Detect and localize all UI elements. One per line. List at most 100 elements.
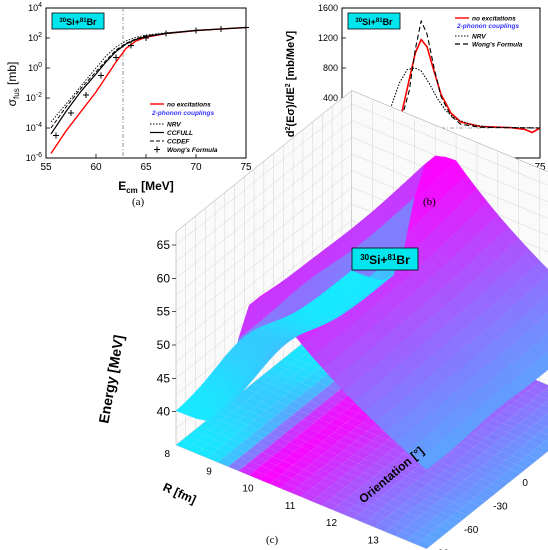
floor-projection-cell [257, 438, 274, 448]
floor-projection-cell [292, 410, 309, 420]
floor-projection-cell [494, 451, 512, 461]
floor-projection-cell [259, 474, 276, 484]
floor-projection-cell [374, 458, 392, 468]
floor-projection-cell [249, 406, 266, 416]
floor-projection-cell [418, 512, 435, 522]
floor-projection-cell [283, 392, 300, 402]
floor-projection-cell [430, 502, 447, 512]
floor-projection-cell [399, 489, 416, 499]
floor-projection-cell [348, 504, 366, 514]
floor-projection-cell [254, 415, 271, 425]
wong-point-a [218, 26, 224, 32]
floor-projection-cell [492, 478, 509, 488]
floor-projection-cell [401, 526, 418, 536]
floor-projection-cell [428, 466, 445, 476]
floor-projection-cell [389, 471, 407, 481]
floor-projection-cell [302, 364, 319, 374]
caption-b: (b) [423, 196, 436, 208]
floor-projection-cell [320, 400, 337, 410]
floor-projection-cell [270, 479, 287, 489]
floor-projection-cell [269, 365, 286, 375]
legend-head1-a: no excitations [167, 102, 211, 109]
floor-projection-cell [265, 406, 283, 416]
floor-projection-cell [440, 456, 457, 466]
floor-projection-cell [497, 423, 514, 433]
floor-projection-cell [419, 498, 437, 508]
floor-projection-cell [299, 455, 316, 465]
floor-projection-cell [316, 441, 334, 451]
floor-projection-cell [498, 473, 515, 483]
floor-projection-cell [354, 449, 371, 459]
floor-projection-cell [464, 488, 481, 498]
floor-projection-cell [367, 476, 384, 486]
floor-projection-cell [326, 395, 343, 405]
floor-projection-cell [202, 444, 219, 454]
floor-projection-cell [221, 416, 238, 426]
ticks-a: 55 60 65 70 75 10-6 10-4 10-2 100 102 104 [26, 2, 252, 173]
ylabel-a: σfus [mb] [5, 62, 21, 107]
floor-projection-cell [334, 427, 351, 437]
floor-projection-cell [355, 436, 372, 446]
floor-projection-cell [329, 482, 346, 492]
y-tick-label-b: 1600 [318, 3, 338, 13]
floor-projection-cell [281, 469, 298, 479]
floor-projection-cell [516, 446, 534, 455]
floor-projection-cell [351, 477, 368, 487]
floor-projection-cell [363, 518, 381, 528]
floor-projection-cell [478, 451, 495, 461]
floor-projection-cell [443, 479, 460, 489]
y-tick-label-a: 10-4 [26, 122, 42, 133]
z-tick-label-c: 50 [157, 338, 171, 352]
floor-projection-cell [317, 491, 334, 501]
series-nrv-b [342, 67, 541, 129]
y-tick-label-c: -30 [493, 502, 508, 513]
z-tick-label-c: 55 [157, 305, 171, 319]
floor-projection-cell [541, 413, 548, 421]
floor-projection-cell [224, 439, 242, 449]
floor-projection-cell [402, 512, 419, 522]
floor-projection-cell [422, 535, 439, 544]
floor-projection-cell [307, 423, 324, 433]
floor-projection-cell [285, 428, 302, 438]
floor-projection-cell [237, 416, 255, 425]
floor-projection-cell [496, 437, 513, 447]
floor-projection-cell [295, 382, 312, 392]
floor-projection-cell [305, 387, 322, 396]
panel-c: 404550556065891011121314-90-60-300306090… [95, 90, 548, 550]
floor-projection-cell [475, 428, 492, 438]
z-tick-label-c: 60 [157, 271, 171, 285]
floor-projection-cell [521, 455, 538, 464]
floor-projection-cell [538, 390, 548, 400]
legend-head2-b: 2-phonon couplings [456, 23, 519, 30]
floor-projection-cell [278, 383, 296, 393]
floor-projection-cell [292, 474, 309, 484]
floor-projection-cell [248, 420, 265, 430]
floor-projection-cell [256, 388, 273, 398]
floor-projection-cell [219, 443, 236, 453]
floor-projection-cell [323, 423, 341, 433]
floor-projection-cell [397, 453, 414, 463]
floor-projection-cell [358, 458, 375, 468]
floor-projection-cell [298, 469, 315, 479]
floor-projection-cell [266, 456, 283, 466]
floor-projection-cell [305, 451, 322, 460]
floor-projection-cell [404, 485, 422, 495]
floor-projection-cell [239, 402, 256, 412]
floor-projection-cell [542, 400, 548, 407]
panel-a: 55 60 65 70 75 10-6 10-4 10-2 100 102 104 30Si+81B… [5, 2, 252, 195]
floor-projection-cell [325, 409, 342, 419]
floor-projection-cell [278, 447, 295, 456]
floor-projection-cell [513, 423, 530, 433]
floor-projection-cell [350, 427, 367, 437]
floor-projection-cell [367, 426, 384, 436]
floor-projection-cell [466, 460, 484, 470]
floor-projection-cell [313, 418, 330, 428]
y-tick-label-c: -90 [435, 549, 450, 550]
floor-projection-cell [359, 509, 376, 519]
floor-projection-cell [394, 480, 411, 490]
x-tick-label-a: 75 [240, 162, 252, 173]
floor-projection-cell [286, 414, 304, 424]
floor-projection-cell [282, 405, 299, 415]
floor-projection-cell [268, 378, 285, 388]
y-tick-label-a: 100 [28, 62, 42, 73]
